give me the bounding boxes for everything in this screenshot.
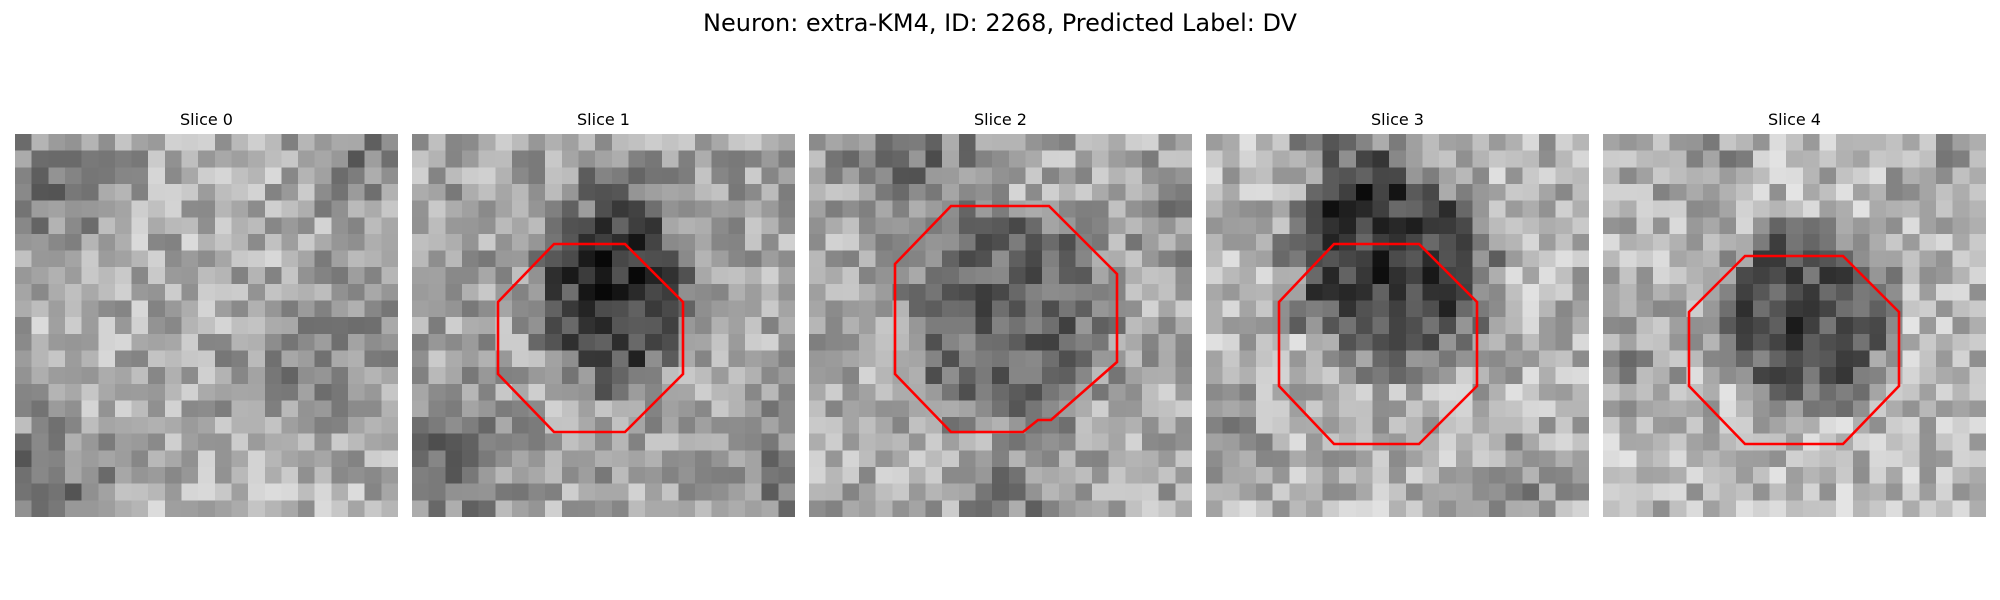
slice-panel-3: Slice 3 (1206, 110, 1589, 517)
slice-title: Slice 4 (1768, 110, 1821, 129)
slice-title: Slice 1 (577, 110, 630, 129)
grayscale-image (809, 134, 1192, 517)
figure-title: Neuron: extra-KM4, ID: 2268, Predicted L… (703, 9, 1297, 37)
grayscale-image (15, 134, 398, 517)
slice-panel-4: Slice 4 (1603, 110, 1986, 517)
slice-panel-2: Slice 2 (809, 110, 1192, 517)
slice-panel-1: Slice 1 (412, 110, 795, 517)
grayscale-image (412, 134, 795, 517)
grayscale-image (1603, 134, 1986, 517)
slice-panel-0: Slice 0 (15, 110, 398, 517)
slice-title: Slice 3 (1371, 110, 1424, 129)
slice-title: Slice 0 (180, 110, 233, 129)
grayscale-image (1206, 134, 1589, 517)
slice-title: Slice 2 (974, 110, 1027, 129)
